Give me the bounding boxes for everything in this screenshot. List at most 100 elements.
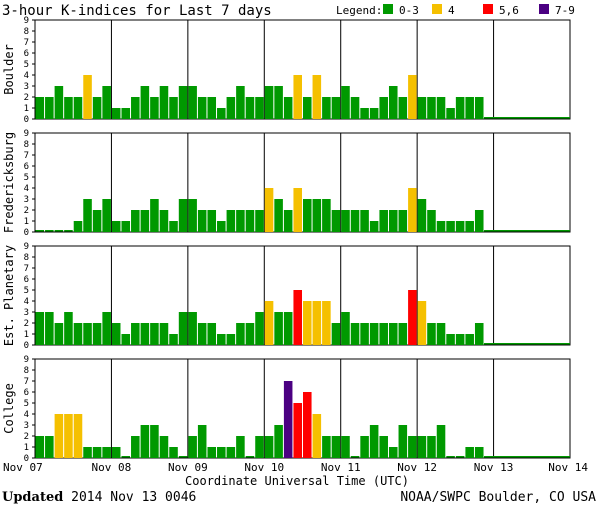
y-tick-label: 1: [24, 330, 29, 340]
k-index-bar: [92, 447, 102, 458]
k-index-bar: [207, 97, 217, 119]
k-index-bar: [83, 447, 92, 458]
k-index-bar: [111, 323, 121, 345]
k-index-bar: [446, 108, 455, 119]
k-index-bar: [35, 436, 45, 458]
k-index-bar: [150, 425, 159, 458]
k-index-bar: [178, 312, 188, 345]
k-index-bar: [303, 301, 312, 345]
k-index-bar: [207, 210, 217, 232]
k-index-bar: [455, 334, 465, 345]
k-index-bar: [446, 334, 455, 345]
k-index-bar: [92, 97, 102, 119]
x-tick-label: Nov 14: [548, 461, 588, 474]
k-index-bar: [341, 436, 350, 458]
legend-item-label: 0-3: [399, 4, 419, 17]
k-index-bar: [111, 221, 121, 232]
k-index-bar: [264, 188, 274, 232]
k-index-bar: [408, 188, 417, 232]
k-index-bar: [417, 97, 427, 119]
k-index-bar: [92, 323, 102, 345]
k-index-bar: [140, 323, 150, 345]
k-index-bar: [303, 392, 312, 458]
y-tick-label: 0: [24, 341, 29, 351]
k-index-bar: [92, 210, 102, 232]
k-index-bar: [197, 323, 207, 345]
y-tick-label: 3: [24, 195, 29, 205]
k-index-bar: [207, 323, 217, 345]
legend-swatch: [539, 4, 549, 14]
k-index-bar: [217, 334, 226, 345]
k-index-bar: [169, 447, 178, 458]
k-index-bar: [236, 436, 245, 458]
k-index-bar: [341, 86, 350, 119]
k-index-bar: [35, 230, 45, 232]
k-index-bar: [245, 323, 255, 345]
x-tick-label: Nov 09: [168, 461, 208, 474]
y-tick-label: 6: [24, 162, 29, 172]
y-tick-label: 8: [24, 140, 29, 150]
y-tick-label: 0: [24, 454, 29, 464]
y-tick-label: 2: [24, 432, 29, 442]
k-index-bar: [54, 414, 64, 458]
k-index-bar: [188, 312, 197, 345]
k-index-bar: [274, 312, 283, 345]
k-index-bar: [293, 188, 302, 232]
k-index-bar: [408, 290, 417, 345]
k-index-bar: [312, 301, 322, 345]
y-tick-label: 8: [24, 253, 29, 263]
k-index-bar: [398, 425, 408, 458]
baseline-empty: [484, 456, 570, 458]
k-index-bar: [388, 323, 398, 345]
k-index-bar: [331, 436, 341, 458]
k-index-bar: [73, 97, 83, 119]
panel-frame: [34, 19, 571, 120]
y-tick-label: 9: [24, 129, 29, 139]
k-index-bar: [427, 210, 436, 232]
y-tick-label: 5: [24, 173, 29, 183]
k-index-bar: [417, 436, 427, 458]
k-index-bar: [131, 323, 140, 345]
legend-swatch: [483, 4, 493, 14]
k-index-bar: [255, 210, 264, 232]
x-tick-label: Nov 11: [321, 461, 361, 474]
k-index-bar: [455, 221, 465, 232]
k-index-bar: [264, 436, 274, 458]
k-index-bar: [398, 97, 408, 119]
k-index-bar: [360, 210, 369, 232]
k-index-bar: [455, 97, 465, 119]
k-index-bar: [54, 323, 64, 345]
k-index-bar: [388, 447, 398, 458]
x-tick-label: Nov 13: [474, 461, 514, 474]
legend-item-label: 5,6: [499, 4, 519, 17]
k-index-bar: [274, 199, 283, 232]
k-index-bar: [360, 323, 369, 345]
k-index-bar: [64, 230, 73, 232]
k-index-bar: [197, 97, 207, 119]
k-index-bar: [293, 403, 302, 458]
y-tick-label: 7: [24, 151, 29, 161]
k-index-bar: [159, 210, 169, 232]
y-tick-label: 6: [24, 388, 29, 398]
k-index-bar: [417, 301, 427, 345]
y-tick-label: 7: [24, 38, 29, 48]
k-index-bar: [474, 323, 484, 345]
k-index-bar: [217, 447, 226, 458]
k-index-bar: [331, 323, 341, 345]
k-index-bar: [121, 221, 131, 232]
k-index-bar: [293, 75, 302, 119]
k-index-bar: [35, 312, 45, 345]
legend-swatch: [432, 4, 442, 14]
k-index-bar: [102, 199, 111, 232]
k-index-bar: [159, 86, 169, 119]
y-tick-label: 4: [24, 71, 29, 81]
station-label: Fredericksburg: [2, 132, 16, 233]
k-index-bar: [188, 86, 197, 119]
y-tick-label: 1: [24, 443, 29, 453]
baseline-empty: [484, 117, 570, 119]
y-tick-label: 0: [24, 115, 29, 125]
y-tick-label: 2: [24, 319, 29, 329]
k-index-bar: [83, 323, 92, 345]
